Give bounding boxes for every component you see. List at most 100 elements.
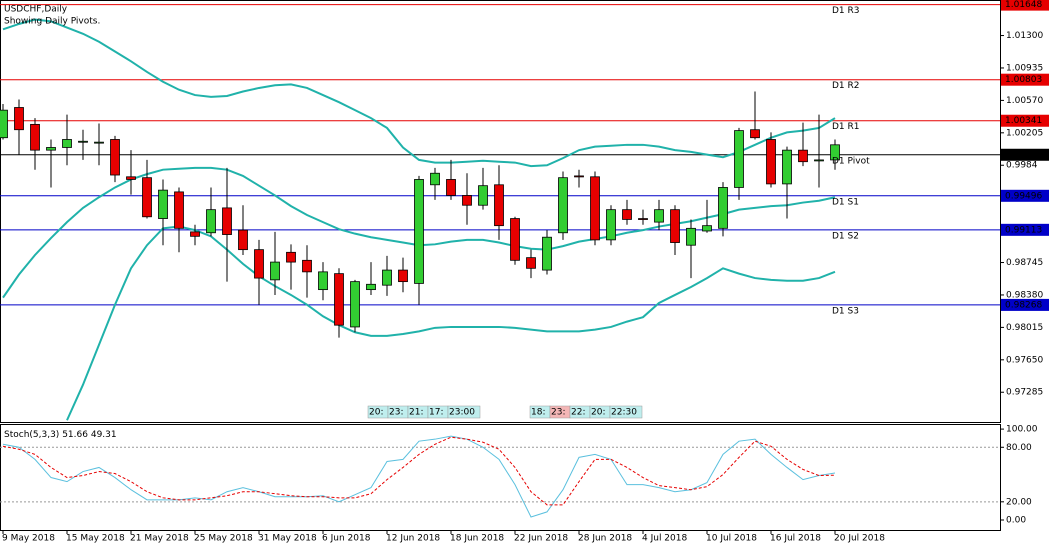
candle-body bbox=[782, 149, 792, 185]
candle-body bbox=[46, 147, 56, 151]
price-box-label: 1.01648 bbox=[1005, 0, 1042, 10]
candle-body bbox=[30, 123, 40, 151]
candle-body bbox=[702, 225, 712, 232]
x-tick-label: 20 Jul 2018 bbox=[834, 534, 885, 544]
x-tick-label: 16 Jul 2018 bbox=[770, 534, 821, 544]
candle-body bbox=[430, 172, 440, 186]
candle-body bbox=[414, 179, 424, 284]
candle-body bbox=[206, 209, 216, 234]
candle-body bbox=[126, 176, 136, 180]
x-tick-label: 22 Jun 2018 bbox=[514, 534, 568, 544]
pivot-label: D1 S3 bbox=[832, 306, 859, 316]
candle-body bbox=[78, 140, 88, 143]
x-tick-label: 9 May 2018 bbox=[2, 534, 55, 544]
y-tick-label: 0.97285 bbox=[1006, 388, 1043, 398]
candle-body bbox=[158, 189, 168, 219]
candle-body bbox=[814, 159, 824, 162]
bollinger-band bbox=[2, 18, 836, 168]
pivot-label: D1 S2 bbox=[832, 231, 859, 241]
x-tick-label: 4 Jul 2018 bbox=[642, 534, 687, 544]
chart-title: USDCHF,Daily bbox=[4, 5, 68, 15]
timer-label: 22:30 bbox=[611, 408, 637, 418]
candle-body bbox=[14, 107, 24, 131]
timer-box bbox=[447, 405, 481, 419]
candle-body bbox=[510, 218, 520, 261]
timer-label: 22: bbox=[571, 408, 585, 418]
timer-label: 23: bbox=[389, 408, 403, 418]
price-box-label: 0.99496 bbox=[1005, 191, 1042, 201]
y-tick-label: 0.98745 bbox=[1006, 258, 1043, 268]
candle-body bbox=[558, 177, 568, 234]
timer-label: 21: bbox=[409, 408, 423, 418]
candle-body bbox=[446, 179, 456, 196]
stoch-main-value: 51.66 bbox=[62, 430, 88, 440]
candle-body bbox=[750, 129, 760, 139]
candle-body bbox=[366, 283, 376, 291]
stoch-line bbox=[2, 435, 836, 518]
candle-body bbox=[302, 259, 312, 273]
candle-body bbox=[542, 236, 552, 271]
candle-body bbox=[526, 257, 536, 269]
candle-body bbox=[654, 209, 664, 223]
y-tick-label: 100.00 bbox=[1006, 425, 1038, 435]
y-tick-label: 0.00 bbox=[1006, 516, 1026, 526]
candle-body bbox=[350, 281, 360, 328]
x-tick-label: 28 Jun 2018 bbox=[578, 534, 632, 544]
sub-frame bbox=[0, 424, 1001, 531]
pivot-label: D1 R3 bbox=[832, 6, 860, 16]
price-box bbox=[1001, 73, 1049, 86]
candle-body bbox=[382, 269, 392, 286]
candle-body bbox=[590, 176, 600, 241]
price-box-label: 0.99958 bbox=[1005, 150, 1042, 160]
stoch-name: Stoch(5,3,3) bbox=[4, 430, 59, 440]
candle-body bbox=[478, 185, 488, 206]
timer-label: 18: bbox=[531, 408, 545, 418]
main-frame bbox=[0, 0, 1001, 423]
candle-body bbox=[622, 209, 632, 220]
y-tick-label: 0.97650 bbox=[1006, 355, 1043, 365]
candle-body bbox=[110, 139, 120, 176]
timer-label: 23: bbox=[551, 408, 565, 418]
stoch-line bbox=[2, 436, 836, 506]
candle-body bbox=[494, 184, 504, 227]
candle-body bbox=[462, 195, 472, 206]
candle-body bbox=[638, 218, 648, 220]
price-box-label: 1.00341 bbox=[1005, 116, 1042, 126]
y-tick-label: 80.00 bbox=[1006, 443, 1032, 453]
timer-label: 20: bbox=[369, 408, 383, 418]
y-tick-label: 1.00935 bbox=[1006, 63, 1043, 73]
price-box-label: 0.98268 bbox=[1005, 300, 1042, 310]
stoch-signal-value: 49.31 bbox=[91, 430, 117, 440]
candle-body bbox=[830, 144, 840, 161]
candle-body bbox=[238, 229, 248, 251]
y-tick-label: 1.00570 bbox=[1006, 96, 1043, 106]
timer-label: 20: bbox=[591, 408, 605, 418]
x-tick-label: 10 Jul 2018 bbox=[706, 534, 757, 544]
x-tick-label: 25 May 2018 bbox=[194, 534, 253, 544]
timer-label: 23:00 bbox=[449, 408, 475, 418]
chart-subtitle: Showing Daily Pivots. bbox=[4, 17, 100, 27]
x-tick-label: 12 Jun 2018 bbox=[386, 534, 440, 544]
price-box-label: 1.00803 bbox=[1005, 75, 1042, 85]
candle-body bbox=[606, 209, 616, 241]
price-box bbox=[1001, 223, 1049, 236]
candle-body bbox=[734, 130, 744, 188]
candle-body bbox=[270, 261, 280, 281]
stoch-title: Stoch(5,3,3) 51.66 49.31 bbox=[4, 430, 117, 440]
price-box bbox=[1001, 298, 1049, 311]
y-tick-label: 1.01300 bbox=[1006, 31, 1043, 41]
candle-body bbox=[286, 251, 296, 263]
candle-body bbox=[174, 191, 184, 229]
candle-body bbox=[718, 187, 728, 229]
candle-body bbox=[318, 271, 328, 291]
x-tick-label: 6 Jun 2018 bbox=[322, 534, 371, 544]
y-tick-label: 1.00205 bbox=[1006, 128, 1043, 138]
price-box bbox=[1001, 0, 1049, 11]
price-box bbox=[1001, 189, 1049, 202]
price-box bbox=[1001, 148, 1049, 161]
x-tick-label: 18 Jun 2018 bbox=[450, 534, 504, 544]
bollinger-band bbox=[66, 225, 836, 421]
candle-body bbox=[254, 249, 264, 279]
